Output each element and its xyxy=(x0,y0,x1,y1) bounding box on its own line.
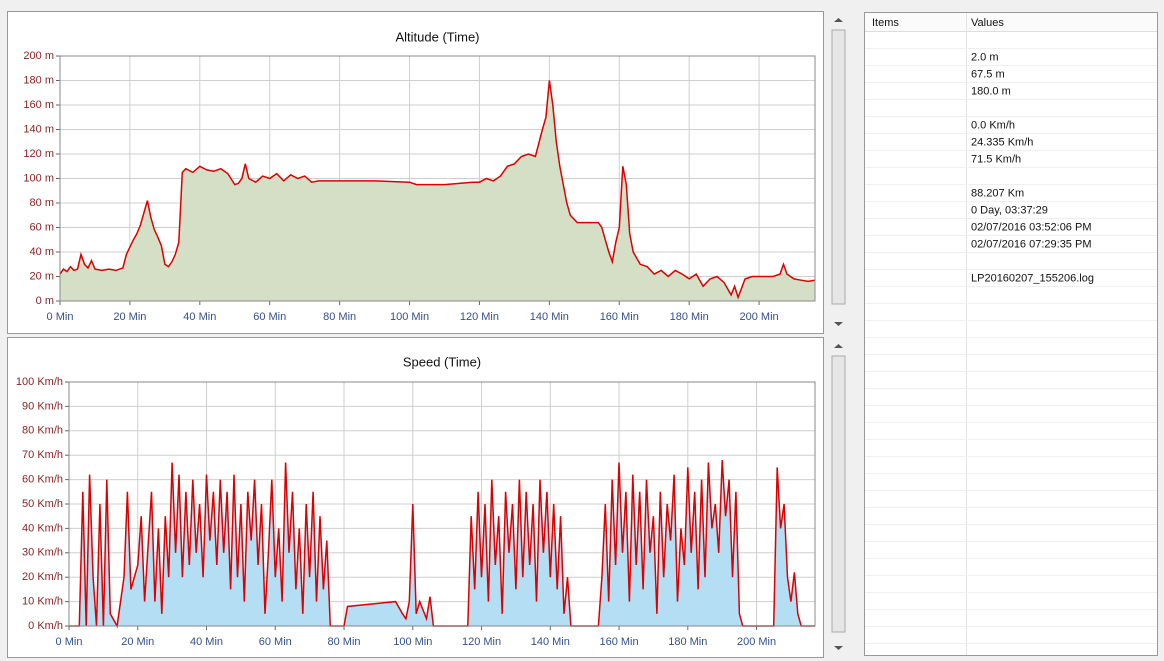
x-tick-label: 0 Min xyxy=(47,311,74,323)
y-tick-label: 140 m xyxy=(23,123,54,135)
x-tick-label: 160 Min xyxy=(600,311,639,323)
table-cell: 02/07/2016 07:29:35 PM xyxy=(971,238,1091,250)
scrollbar[interactable] xyxy=(830,12,847,332)
x-tick-label: 140 Min xyxy=(531,636,570,648)
x-tick-label: 180 Min xyxy=(670,311,709,323)
line xyxy=(59,80,816,300)
y-tick-label: 200 m xyxy=(23,50,54,62)
plot-frame xyxy=(59,55,816,302)
table-cell: 0 Day, 03:37:29 xyxy=(971,204,1048,216)
chart-title: Altitude (Time) xyxy=(395,29,479,44)
table-cell: 71.5 Km/h xyxy=(971,153,1021,165)
table-cell: 02/07/2016 03:52:06 PM xyxy=(971,221,1091,233)
scroll-thumb[interactable] xyxy=(831,355,846,633)
y-tick-label: 20 Km/h xyxy=(22,571,63,583)
x-tick-label: 60 Min xyxy=(253,311,286,323)
y-tick-label: 0 Km/h xyxy=(28,620,63,632)
table-cell: 180.0 m xyxy=(971,85,1011,97)
y-tick-label: 30 Km/h xyxy=(22,547,63,559)
y-tick-label: 70 Km/h xyxy=(22,449,63,461)
x-tick-label: 120 Min xyxy=(462,636,501,648)
scroll-thumb[interactable] xyxy=(831,29,846,305)
y-tick-label: 20 m xyxy=(30,270,54,282)
x-tick-label: 80 Min xyxy=(323,311,356,323)
y-tick-label: 40 m xyxy=(30,246,54,258)
y-tick-label: 40 Km/h xyxy=(22,522,63,534)
x-tick-label: 100 Min xyxy=(390,311,429,323)
y-tick-label: 80 Km/h xyxy=(22,425,63,437)
x-tick-label: 140 Min xyxy=(530,311,569,323)
table-panel xyxy=(864,12,1158,656)
y-tick-label: 100 Km/h xyxy=(16,376,63,388)
y-tick-label: 180 m xyxy=(23,74,54,86)
y-tick-label: 60 m xyxy=(30,221,54,233)
table-cell: LP20160207_155206.log xyxy=(971,272,1094,284)
x-tick-label: 100 Min xyxy=(393,636,432,648)
x-tick-label: 20 Min xyxy=(121,636,154,648)
x-tick-label: 20 Min xyxy=(113,311,146,323)
x-tick-label: 200 Min xyxy=(737,636,776,648)
y-tick-label: 50 Km/h xyxy=(22,498,63,510)
y-tick-label: 100 m xyxy=(23,172,54,184)
plot-frame xyxy=(68,381,816,627)
table-cell: 24.335 Km/h xyxy=(971,136,1033,148)
table-cell: 67.5 m xyxy=(971,68,1005,80)
y-tick-label: 90 Km/h xyxy=(22,400,63,412)
y-tick-label: 160 m xyxy=(23,99,54,111)
y-tick-label: 10 Km/h xyxy=(22,596,63,608)
scrollbar[interactable] xyxy=(830,338,847,658)
x-tick-label: 40 Min xyxy=(183,311,216,323)
chart-title: Speed (Time) xyxy=(403,354,481,369)
x-tick-label: 60 Min xyxy=(259,636,292,648)
x-tick-label: 120 Min xyxy=(460,311,499,323)
x-tick-label: 160 Min xyxy=(599,636,638,648)
table-header xyxy=(865,13,1157,31)
x-tick-label: 200 Min xyxy=(740,311,779,323)
x-tick-label: 40 Min xyxy=(190,636,223,648)
table-cell: 0.0 Km/h xyxy=(971,119,1015,131)
header-cell: Values xyxy=(971,17,1004,29)
area-fill xyxy=(60,80,815,301)
header-cell: Items xyxy=(872,17,899,29)
table-cell: 2.0 m xyxy=(971,51,999,63)
table-cell: 88.207 Km xyxy=(971,187,1024,199)
y-tick-label: 60 Km/h xyxy=(22,474,63,486)
y-tick-label: 0 m xyxy=(36,295,54,307)
y-tick-label: 80 m xyxy=(30,197,54,209)
x-tick-label: 0 Min xyxy=(56,636,83,648)
x-tick-label: 80 Min xyxy=(328,636,361,648)
y-tick-label: 120 m xyxy=(23,148,54,160)
x-tick-label: 180 Min xyxy=(668,636,707,648)
